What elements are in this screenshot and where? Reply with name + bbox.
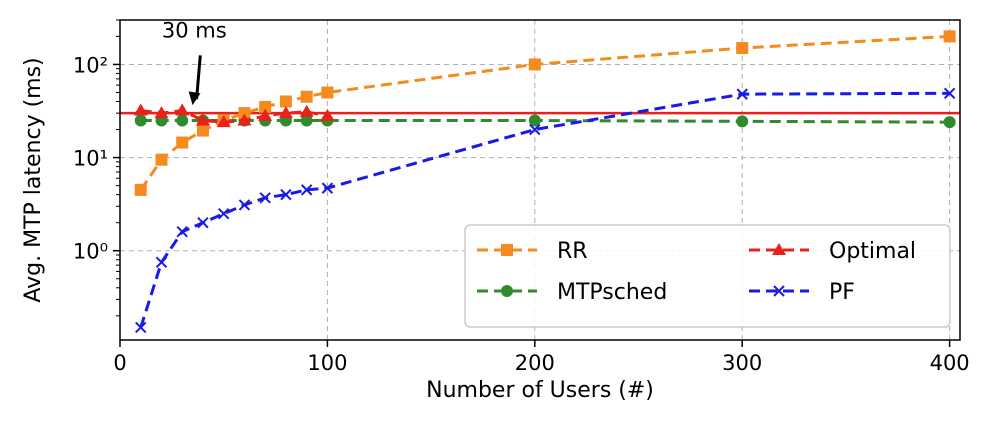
annotation-arrow — [195, 55, 202, 100]
plot-frame — [119, 19, 961, 341]
point-pf — [321, 182, 334, 194]
point-pf — [943, 87, 956, 100]
point-pf — [259, 192, 271, 204]
point-optimal — [216, 115, 231, 128]
point-optimal — [278, 106, 293, 119]
point-pf — [155, 256, 168, 269]
point-optimal — [195, 113, 210, 126]
point-rr — [321, 86, 334, 99]
legend-box — [464, 224, 951, 328]
series-pf — [135, 87, 956, 334]
x-marker-stroke — [197, 216, 209, 229]
annotation-group: 30 ms — [162, 18, 227, 106]
point-optimal — [237, 113, 252, 126]
x-tick-label: 0 — [113, 351, 126, 375]
x-marker-stroke — [217, 207, 230, 220]
legend-entry-mtpsched: MTPsched — [477, 280, 667, 305]
legend-marker-optimal — [772, 243, 786, 255]
y-tick-label: 10¹ — [73, 147, 108, 171]
x-marker-stroke — [238, 199, 251, 211]
legend-label-optimal: Optimal — [829, 239, 916, 264]
point-mtpsched — [300, 114, 313, 127]
annotation-arrowhead — [188, 91, 201, 106]
axis-ticks: 0 100 200 300 400 10⁰ 10¹ 10² — [73, 19, 970, 375]
point-pf — [135, 321, 147, 334]
point-rr — [176, 136, 189, 149]
point-pf — [280, 188, 292, 201]
x-axis-label: Number of Users (#) — [426, 378, 654, 403]
point-pf — [238, 199, 251, 211]
point-mtpsched — [134, 114, 147, 127]
point-rr — [155, 153, 168, 166]
series-rr — [134, 30, 956, 196]
point-rr — [943, 30, 956, 43]
x-marker-stroke — [321, 182, 334, 194]
point-pf — [176, 225, 188, 238]
point-pf — [197, 216, 209, 229]
legend-entry-pf: PF — [749, 280, 855, 305]
x-marker-stroke — [736, 88, 748, 100]
point-pf — [736, 88, 748, 100]
point-rr — [528, 58, 541, 71]
x-tick-label: 400 — [930, 351, 970, 375]
point-pf — [529, 123, 541, 136]
point-rr — [259, 100, 272, 113]
point-mtpsched — [943, 116, 956, 129]
point-optimal — [154, 106, 169, 119]
point-pf — [300, 184, 313, 196]
point-optimal — [299, 104, 314, 117]
legend-label-mtpsched: MTPsched — [557, 280, 667, 305]
x-marker-stroke — [773, 285, 785, 297]
point-rr — [736, 42, 749, 55]
point-optimal — [320, 108, 335, 121]
point-mtpsched — [528, 114, 541, 127]
point-mtpsched — [176, 114, 189, 127]
legend-label-pf: PF — [829, 280, 855, 305]
point-pf — [217, 207, 230, 220]
legend-label-rr: RR — [557, 239, 588, 264]
y-tick-label: 10² — [73, 53, 108, 77]
y-axis-label: Avg. MTP latency (ms) — [21, 57, 46, 302]
x-marker-stroke — [176, 225, 188, 238]
x-marker-stroke — [155, 256, 168, 269]
series-optimal — [133, 103, 335, 128]
point-rr — [196, 124, 209, 137]
legend-marker-mtpsched — [501, 285, 513, 297]
x-marker-stroke — [135, 321, 147, 334]
point-optimal — [175, 103, 190, 116]
grid-lines — [119, 20, 960, 340]
x-tick-label: 100 — [307, 351, 347, 375]
point-rr — [238, 107, 251, 120]
legend-entry-optimal: Optimal — [749, 239, 916, 264]
x-tick-label: 300 — [722, 351, 762, 375]
point-mtpsched — [736, 115, 749, 128]
x-marker-stroke — [280, 188, 292, 201]
annotation-text: 30 ms — [162, 18, 227, 42]
legend: RR Optimal MTPsched PF — [464, 224, 951, 328]
x-marker-stroke — [529, 123, 541, 136]
x-marker-stroke — [943, 87, 956, 100]
x-marker-stroke — [300, 184, 313, 196]
legend-marker-pf — [773, 285, 785, 297]
point-optimal — [258, 108, 273, 121]
point-rr — [279, 95, 292, 108]
series-group — [133, 30, 956, 334]
point-rr — [300, 90, 313, 103]
point-optimal — [133, 103, 148, 116]
legend-marker-rr — [501, 244, 513, 256]
legend-entry-rr: RR — [477, 239, 588, 264]
x-tick-label: 200 — [515, 351, 555, 375]
series-line-optimal — [140, 108, 328, 124]
y-tick-label: 10⁰ — [73, 240, 108, 264]
point-rr — [134, 183, 147, 196]
x-marker-stroke — [259, 192, 271, 204]
